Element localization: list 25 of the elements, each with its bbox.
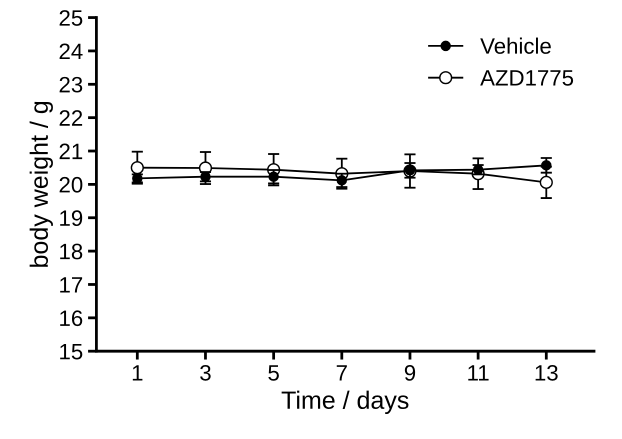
x-tick-label: 13 [536,364,558,381]
point [130,161,144,174]
y-tick-label: 16 [60,310,82,326]
y-tick-label: 23 [60,76,82,93]
y-tick-label: 17 [60,277,82,293]
x-tick-label: 11 [468,365,489,380]
y-tick-label: 24 [60,43,83,59]
y-tick-label: 20 [60,176,82,193]
point [541,160,552,171]
y-tick-label: 18 [60,244,82,260]
y-tick-label: 19 [60,210,82,226]
x-tick-label: 5 [268,365,279,381]
x-tick-label: 1 [132,365,142,380]
y-tick-label: 25 [60,10,82,26]
x-tick-label: 9 [404,364,416,381]
y-axis-title: body weight / g [30,102,53,267]
legend-label: AZD1775 [480,70,574,86]
y-tick-label: 22 [60,110,82,126]
x-tick-label: 3 [200,364,211,381]
y-tick-label: 15 [60,344,82,360]
legend-label: Vehicle [480,38,551,54]
x-tick-label: 7 [336,365,347,380]
point [540,176,553,189]
x-axis-title: Time / days [282,390,408,414]
y-tick-label: 21 [60,144,82,160]
